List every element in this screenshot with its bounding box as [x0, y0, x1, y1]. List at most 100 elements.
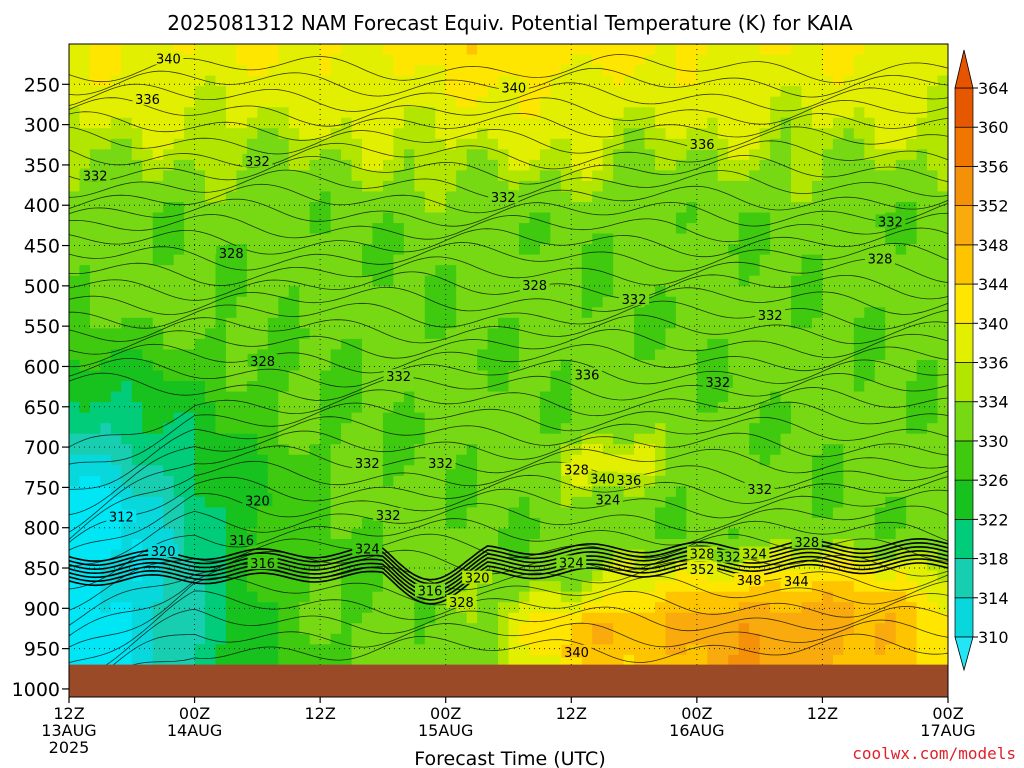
contour-label-text: 328 [868, 252, 893, 267]
contour-label: 332 [619, 291, 650, 308]
contour-label: 332 [875, 214, 906, 230]
contour-label-text: 328 [250, 355, 275, 370]
contour-label-text: 336 [616, 474, 641, 489]
contour-label: 332 [425, 456, 456, 472]
contour-label-text: 312 [109, 510, 134, 525]
contour-label-text: 328 [449, 596, 474, 611]
y-axis: 250 300 350 400 450 500 550 600 650 700 750 800 850 9… [12, 74, 69, 701]
contour-label-text: 332 [428, 457, 453, 472]
contour-label-text: 316 [418, 585, 443, 600]
y-tick-label: 900 [24, 598, 60, 620]
contour-label-text: 320 [245, 494, 270, 509]
chart-title: 2025081312 NAM Forecast Equiv. Potential… [167, 11, 853, 35]
contour-label: 336 [571, 367, 602, 384]
y-tick-label: 500 [24, 276, 60, 298]
contour-label-text: 324 [355, 543, 380, 558]
y-tick-label: 700 [24, 437, 60, 459]
contour-label-text: 328 [690, 548, 715, 563]
colorbar-high-arrow [954, 49, 974, 89]
contour-label-text: 316 [250, 557, 275, 572]
contour-label-text: 336 [575, 369, 600, 384]
contour-label: 332 [488, 190, 519, 206]
x-tick-label: 12Z [53, 704, 84, 723]
contour-label-text: 332 [758, 309, 783, 324]
colorbar-tick-label: 344 [978, 275, 1009, 294]
x-tick-label: 00Z [430, 704, 461, 723]
colorbar-tick-label: 340 [978, 314, 1009, 333]
contour-label: 320 [148, 544, 179, 560]
colorbar-tick-label: 364 [978, 79, 1009, 98]
colorbar-tick-label: 348 [978, 236, 1009, 255]
colorbar-segment [954, 362, 974, 403]
colorbar-segment [954, 283, 974, 324]
y-tick-label: 450 [24, 236, 60, 258]
x-tick-label: 16AUG [669, 721, 724, 740]
contour-label: 328 [519, 278, 550, 294]
plot-frame [68, 43, 949, 698]
contour-label: 348 [734, 573, 765, 589]
x-tick-label: 00Z [681, 704, 712, 723]
contour-label-text: 348 [737, 574, 762, 589]
contour-label: 328 [561, 462, 592, 479]
colorbar-tick-label: 318 [978, 550, 1009, 569]
contour-label: 332 [702, 374, 733, 391]
contour-label-text: 320 [465, 572, 490, 587]
colorbar-segment [954, 244, 974, 285]
contour-label-text: 324 [559, 556, 584, 571]
colorbar-segment [954, 126, 974, 167]
contour-label: 324 [592, 492, 623, 508]
contour-label: 328 [216, 245, 247, 262]
x-tick-label: 12Z [807, 704, 838, 723]
colorbar-segment [954, 205, 974, 246]
y-tick-label: 400 [24, 195, 60, 217]
colorbar-tick-label: 336 [978, 354, 1009, 373]
colorbar-segment [954, 322, 974, 363]
colorbar-tick-label: 356 [978, 157, 1009, 176]
contour-label: 324 [739, 546, 770, 563]
colorbar-segment [954, 401, 974, 442]
contour-label-text: 332 [376, 509, 401, 524]
colorbar-segment [954, 87, 974, 128]
y-tick-label: 850 [24, 558, 60, 580]
contour-label: 316 [247, 556, 278, 572]
contour-label-text: 340 [156, 53, 181, 68]
colorbar-tick-label: 330 [978, 432, 1009, 451]
y-tick-label: 600 [24, 356, 60, 378]
colorbar-segment [954, 479, 974, 520]
x-tick-label: 13AUG [41, 721, 96, 740]
contour-label: 328 [687, 546, 718, 563]
y-tick-label: 1000 [12, 679, 60, 701]
colorbar-low-arrow [954, 636, 974, 672]
y-tick-label: 650 [24, 397, 60, 419]
x-tick-label: 00Z [932, 704, 963, 723]
contour-label-text: 344 [784, 575, 809, 590]
contour-label: 328 [446, 594, 477, 611]
colorbar: 310 314 318 322 326 330 334 336 340 344 348 352 356 3… [954, 49, 1009, 672]
contour-label-text: 332 [705, 376, 730, 391]
x-tick-label: 12Z [556, 704, 587, 723]
contour-label: 332 [80, 168, 111, 184]
y-tick-label: 250 [24, 74, 60, 96]
contour-label: 324 [352, 541, 383, 558]
contour-label-text: 320 [151, 545, 176, 560]
colorbar-tick-label: 322 [978, 510, 1009, 529]
colorbar-segment [954, 440, 974, 481]
x-tick-label: 12Z [304, 704, 335, 723]
x-tick-label: 2025 [49, 738, 90, 757]
colorbar-tick-label: 360 [978, 118, 1009, 137]
contour-label: 320 [242, 493, 273, 509]
x-tick-label: 17AUG [920, 721, 975, 740]
colorbar-segment [954, 597, 974, 638]
contour-label-text: 332 [83, 169, 108, 184]
y-tick-label: 550 [24, 316, 60, 338]
contour-label: 340 [587, 471, 618, 488]
contour-label: 328 [247, 353, 278, 370]
contour-label-text: 340 [590, 473, 615, 488]
contour-lines [69, 54, 948, 667]
colorbar-segment [954, 166, 974, 206]
x-axis-label: Forecast Time (UTC) [414, 748, 605, 768]
contour-label: 320 [462, 570, 493, 587]
contour-label-text: 324 [595, 493, 620, 508]
